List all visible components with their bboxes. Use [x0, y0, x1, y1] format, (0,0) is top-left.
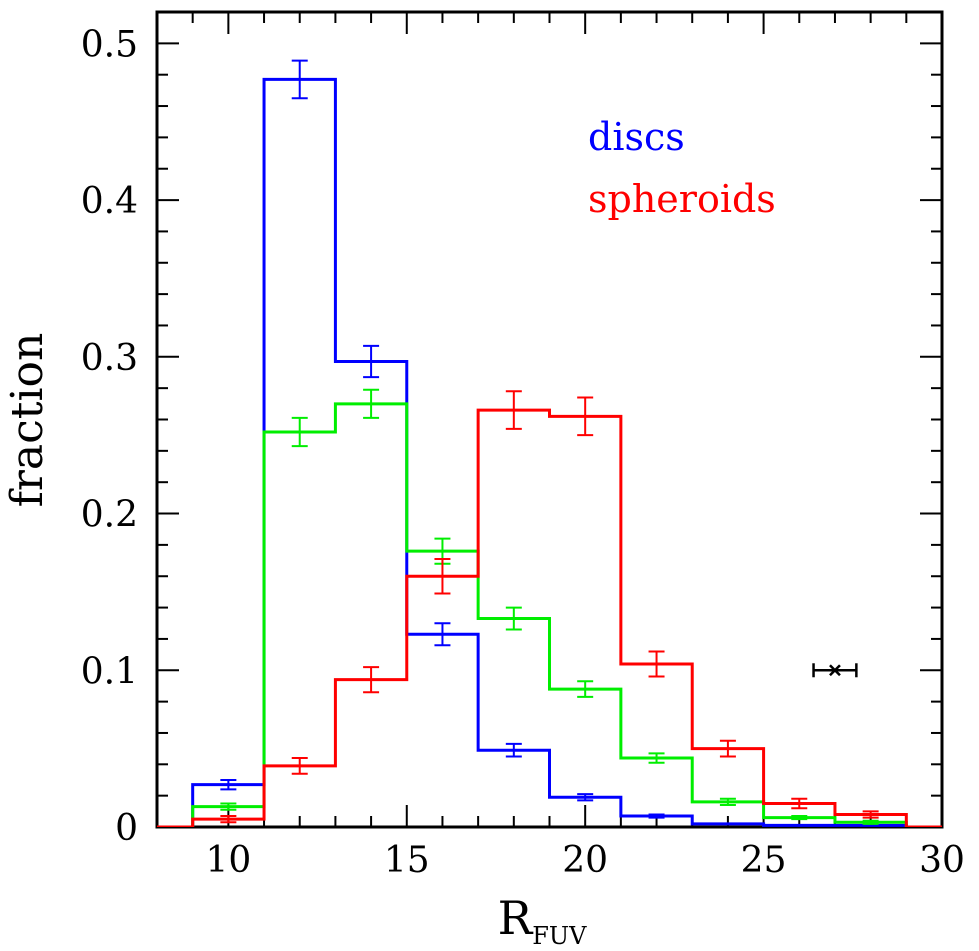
- y-tick-label: 0.3: [81, 338, 138, 379]
- reference-error-bar: [812, 663, 858, 678]
- y-tick-label: 0.2: [81, 495, 138, 536]
- x-axis-title-main: R: [498, 891, 534, 945]
- legend: discs spheroids: [588, 115, 776, 221]
- histogram-step-line: [157, 408, 942, 827]
- x-axis-title: RFUV: [498, 891, 588, 950]
- histogram-step-line: [157, 402, 942, 827]
- plot-frame: [155, 10, 944, 829]
- y-axis-title: fraction: [2, 333, 53, 508]
- y-tick-label: 0: [115, 808, 138, 849]
- legend-entry-spheroids: spheroids: [588, 177, 776, 221]
- x-tick-label: 20: [562, 840, 608, 881]
- x-tick-label: 15: [384, 840, 430, 881]
- y-tick-label: 0.4: [81, 181, 138, 222]
- histogram-step-line: [157, 77, 942, 827]
- x-axis-title-subscript: FUV: [532, 922, 587, 950]
- y-tick-label: 0.5: [81, 24, 138, 65]
- axis-labels: fraction RFUV: [2, 333, 587, 950]
- legend-entry-discs: discs: [588, 115, 685, 159]
- axis-ticks: 10 15 20 25 30 0 0.1 0.2 0.3 0.4 0.5: [81, 11, 965, 881]
- x-tick-label: 30: [919, 840, 965, 881]
- x-tick-label: 25: [741, 840, 787, 881]
- series-series-1: [157, 388, 942, 827]
- histogram-series: [157, 59, 942, 827]
- reference-point-marker: [829, 664, 841, 677]
- x-tick-label: 10: [205, 840, 251, 881]
- series-spheroids: [157, 390, 942, 827]
- plot-border: [155, 10, 944, 829]
- y-tick-label: 0.1: [81, 651, 138, 692]
- series-discs: [157, 59, 942, 827]
